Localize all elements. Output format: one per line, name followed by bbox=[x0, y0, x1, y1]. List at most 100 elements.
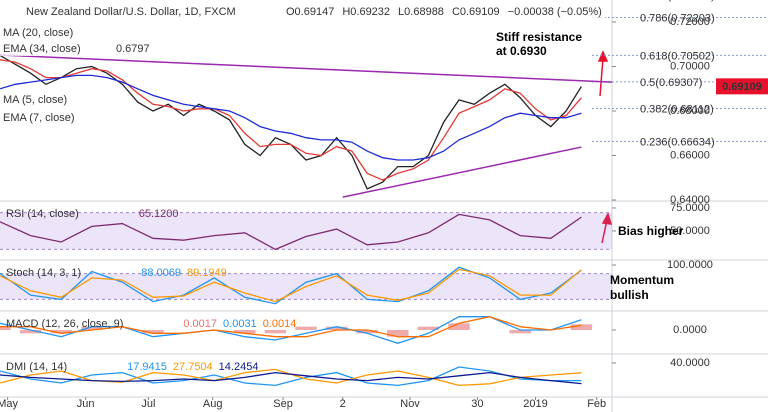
x-tick-label: 2019 bbox=[523, 398, 547, 410]
panel-readout: 14.2454 bbox=[219, 361, 259, 373]
band bbox=[0, 212, 612, 250]
indicator-line bbox=[0, 266, 582, 305]
histogram-bar bbox=[356, 330, 378, 334]
y-tick-label: 0.72000 bbox=[670, 16, 710, 28]
ohlc-value: O0.69147 bbox=[286, 6, 334, 18]
y-tick-label: 40.0000 bbox=[670, 357, 710, 369]
histogram-bar bbox=[448, 323, 470, 330]
annotation: Momentum bbox=[610, 273, 674, 287]
histogram-bar bbox=[19, 330, 42, 334]
x-tick-label: Sep bbox=[273, 398, 293, 410]
histogram-bar bbox=[570, 324, 593, 330]
ohlc-value: C0.69109 bbox=[452, 6, 500, 18]
fib-label: 0.786(0.72203) bbox=[640, 12, 715, 24]
annotation: Stiff resistance bbox=[496, 30, 582, 44]
fib-label: 0.5(0.69307) bbox=[640, 77, 702, 89]
y-tick-label: 100.0000 bbox=[667, 259, 713, 271]
panel-name: Stoch (14, 3, 1) bbox=[6, 267, 81, 279]
trendline bbox=[0, 54, 613, 83]
arrow-head bbox=[597, 50, 609, 62]
panel-name: RSI (14, close) bbox=[6, 208, 79, 220]
histogram-bar bbox=[81, 326, 103, 330]
annotation: bullish bbox=[610, 288, 649, 302]
indicator-label-bg bbox=[0, 25, 80, 40]
indicator-line bbox=[0, 316, 582, 338]
panel-readout: 0.0014 bbox=[263, 318, 297, 330]
indicator-label-bg bbox=[0, 92, 80, 107]
x-tick-label: Jun bbox=[77, 398, 95, 410]
fib-label: 0.382(0.68112) bbox=[640, 103, 714, 115]
y-tick-label: 0.64000 bbox=[670, 194, 710, 206]
header-bg bbox=[0, 3, 605, 20]
panel-readout: 0.0017 bbox=[183, 318, 217, 330]
trendline bbox=[342, 146, 582, 198]
indicator-line bbox=[0, 371, 582, 385]
indicator-label-bg bbox=[0, 41, 80, 56]
last-price-label: 0.69109 bbox=[722, 81, 762, 93]
histogram-bar bbox=[234, 330, 256, 334]
panel-title: MACD (12, 26, close, 9) 0.0017 0.0031 0.001… bbox=[6, 318, 296, 330]
panel-readout: 89.1949 bbox=[187, 267, 227, 279]
indicator-line bbox=[0, 74, 582, 161]
histogram-bar bbox=[417, 326, 440, 330]
indicator-label: EMA (34, close) bbox=[3, 43, 81, 55]
ohlc: O0.69147 H0.69232 L0.68988 C0.69109 −0.00038… bbox=[286, 6, 602, 18]
y-tick-label: 0.70000 bbox=[670, 60, 710, 72]
panel-readout: 0.0031 bbox=[223, 318, 257, 330]
arrow bbox=[599, 57, 604, 97]
x-tick-label: 2 bbox=[340, 398, 346, 410]
ohlc-value: L0.68988 bbox=[398, 6, 444, 18]
histogram-bar bbox=[295, 326, 317, 330]
panel-name: MACD (12, 26, close, 9) bbox=[6, 318, 123, 330]
indicator-line bbox=[0, 366, 582, 387]
fib-label: 0.236(0.66634) bbox=[640, 136, 715, 148]
indicator-label: EMA (7, close) bbox=[3, 112, 75, 124]
indicator-line bbox=[0, 59, 582, 181]
annotation: at 0.6930 bbox=[496, 44, 547, 58]
panel-readout: 88.0069 bbox=[141, 267, 181, 279]
x-tick-label: 30 bbox=[471, 398, 483, 410]
indicator-readout: 0.6797 bbox=[116, 43, 150, 55]
panel-title: RSI (14, close) 65.1200 bbox=[6, 208, 179, 220]
y-tick-label: 0.66000 bbox=[670, 149, 710, 161]
panel-title: DMI (14, 14) 17.9415 27.7504 14.2454 bbox=[6, 361, 258, 373]
ohlc-value: H0.69232 bbox=[342, 6, 390, 18]
annotation-arrows bbox=[597, 50, 613, 244]
x-tick-label: May bbox=[0, 398, 19, 410]
histogram-bar bbox=[0, 326, 11, 330]
panel-readout: 27.7504 bbox=[173, 361, 213, 373]
indicator-label: MA (5, close) bbox=[3, 94, 67, 106]
chart-title: New Zealand Dollar/U.S. Dollar, 1D, FXCM bbox=[26, 6, 236, 18]
annotation: Bias higher bbox=[618, 224, 684, 238]
indicator-line bbox=[0, 213, 582, 251]
y-tick-label: 0.0000 bbox=[673, 324, 707, 336]
indicator-label-bg bbox=[0, 110, 80, 125]
y-tick-label: 50.0000 bbox=[670, 225, 710, 237]
indicator-line bbox=[0, 268, 582, 303]
arrow-head bbox=[601, 212, 613, 225]
y-tick-label: 0.68000 bbox=[670, 105, 710, 117]
panel-name: DMI (14, 14) bbox=[6, 361, 67, 373]
x-tick-label: Feb bbox=[587, 398, 606, 410]
panel-readout: 65.1200 bbox=[139, 208, 179, 220]
histogram-bar bbox=[50, 330, 72, 334]
histogram-bar bbox=[264, 330, 287, 334]
fib-label: 0.618(0.70502) bbox=[640, 50, 715, 62]
indicator-label: MA (20, close) bbox=[3, 27, 73, 39]
ohlc-value: −0.00038 (−0.05%) bbox=[508, 6, 602, 18]
histogram-bar bbox=[325, 326, 348, 330]
x-tick-label: Nov bbox=[400, 398, 420, 410]
last-price-box bbox=[716, 78, 768, 95]
histogram-bar bbox=[387, 330, 409, 337]
histogram-bar bbox=[509, 330, 531, 334]
y-tick-label: 75.0000 bbox=[670, 202, 710, 214]
histogram-bar bbox=[142, 330, 164, 334]
fib-label: 0.886(0.73216) bbox=[640, 0, 715, 2]
panel-title: Stoch (14, 3, 1) 88.0069 89.1949 bbox=[6, 267, 227, 279]
x-tick-label: Jul bbox=[141, 398, 155, 410]
x-tick-label: Aug bbox=[203, 398, 223, 410]
panel-readout: 17.9415 bbox=[127, 361, 167, 373]
